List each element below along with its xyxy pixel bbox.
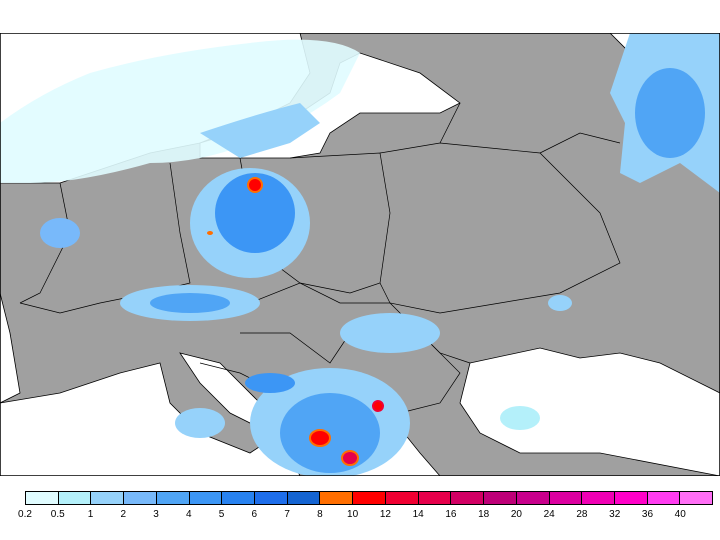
colorbar-label: 2 (120, 509, 127, 520)
colorbar-swatch (516, 492, 550, 504)
colorbar-label: 14 (412, 509, 424, 520)
colorbar-swatch (58, 492, 92, 504)
colorbar-swatch (124, 492, 157, 504)
colorbar (25, 491, 713, 505)
colorbar-swatch (385, 492, 419, 504)
colorbar-label: 18 (478, 509, 490, 520)
colorbar-swatch (91, 492, 125, 504)
colorbar-label: 12 (379, 509, 391, 520)
atlantic-west (0, 183, 21, 404)
colorbar-swatch (255, 492, 288, 504)
precipitation-map (0, 33, 720, 476)
colorbar-swatch (320, 492, 354, 504)
colorbar-label: 32 (609, 509, 621, 520)
colorbar-label: 24 (543, 509, 555, 520)
precipitation-areas (0, 33, 720, 476)
black-sea (459, 347, 720, 476)
colorbar-swatch (582, 492, 615, 504)
colorbar-label: 8 (317, 509, 323, 520)
colorbar-label: 3 (153, 509, 159, 520)
colorbar-label: 36 (641, 509, 654, 520)
colorbar-swatch (451, 492, 485, 504)
colorbar-swatch (156, 492, 190, 504)
colorbar-label: 6 (251, 509, 258, 520)
colorbar-label: 10 (347, 509, 359, 520)
colorbar-swatch (549, 492, 583, 504)
colorbar-label: 4 (186, 509, 192, 520)
colorbar-label: 20 (510, 509, 522, 520)
colorbar-swatch (614, 492, 648, 504)
colorbar-swatch (26, 492, 59, 504)
colorbar-label: 0.2 (18, 509, 32, 520)
colorbar-swatch (287, 492, 321, 504)
colorbar-swatch (647, 492, 681, 504)
colorbar-swatch (418, 492, 452, 504)
colorbar-labels: 0.2 0.5 1 2 3 4 5 6 7 8 10 12 14 16 18 20 24 28 32 36 40 (0, 509, 720, 523)
colorbar-swatch (353, 492, 386, 504)
colorbar-label: 0.5 (50, 509, 65, 520)
colorbar-swatch (222, 492, 256, 504)
colorbar-swatch (680, 492, 713, 504)
colorbar-swatch (189, 492, 223, 504)
colorbar-swatch (484, 492, 517, 504)
colorbar-label: 28 (576, 509, 588, 520)
colorbar-label: 1 (87, 509, 94, 520)
colorbar-label: 7 (284, 509, 290, 520)
colorbar-label: 40 (674, 509, 686, 520)
colorbar-label: 5 (218, 509, 225, 520)
colorbar-label: 16 (445, 509, 457, 520)
